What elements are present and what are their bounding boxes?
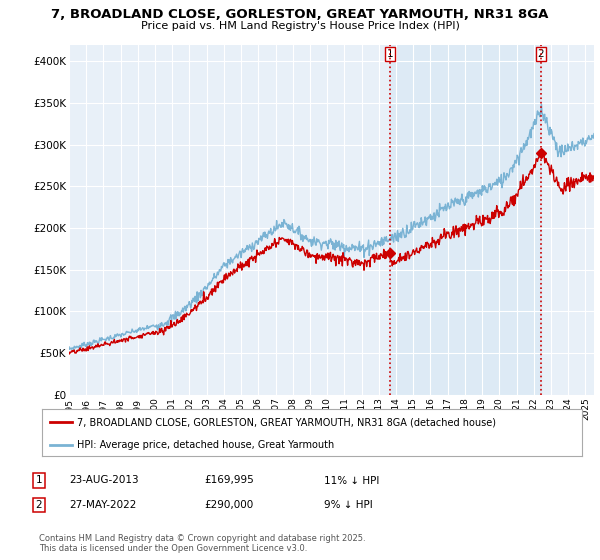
Text: 1: 1 (387, 49, 394, 59)
Text: Contains HM Land Registry data © Crown copyright and database right 2025.
This d: Contains HM Land Registry data © Crown c… (39, 534, 365, 553)
Text: Price paid vs. HM Land Registry's House Price Index (HPI): Price paid vs. HM Land Registry's House … (140, 21, 460, 31)
Text: £169,995: £169,995 (204, 475, 254, 486)
Bar (390, 45, 541, 395)
Text: 7, BROADLAND CLOSE, GORLESTON, GREAT YARMOUTH, NR31 8GA (detached house): 7, BROADLAND CLOSE, GORLESTON, GREAT YAR… (77, 417, 496, 427)
Text: 9% ↓ HPI: 9% ↓ HPI (324, 500, 373, 510)
Text: 27-MAY-2022: 27-MAY-2022 (69, 500, 136, 510)
Text: 23-AUG-2013: 23-AUG-2013 (69, 475, 139, 486)
Text: 11% ↓ HPI: 11% ↓ HPI (324, 475, 379, 486)
Text: HPI: Average price, detached house, Great Yarmouth: HPI: Average price, detached house, Grea… (77, 440, 334, 450)
Text: 2: 2 (538, 49, 544, 59)
Text: 2: 2 (35, 500, 43, 510)
Text: 1: 1 (35, 475, 43, 486)
Text: 7, BROADLAND CLOSE, GORLESTON, GREAT YARMOUTH, NR31 8GA: 7, BROADLAND CLOSE, GORLESTON, GREAT YAR… (52, 8, 548, 21)
Text: £290,000: £290,000 (204, 500, 253, 510)
